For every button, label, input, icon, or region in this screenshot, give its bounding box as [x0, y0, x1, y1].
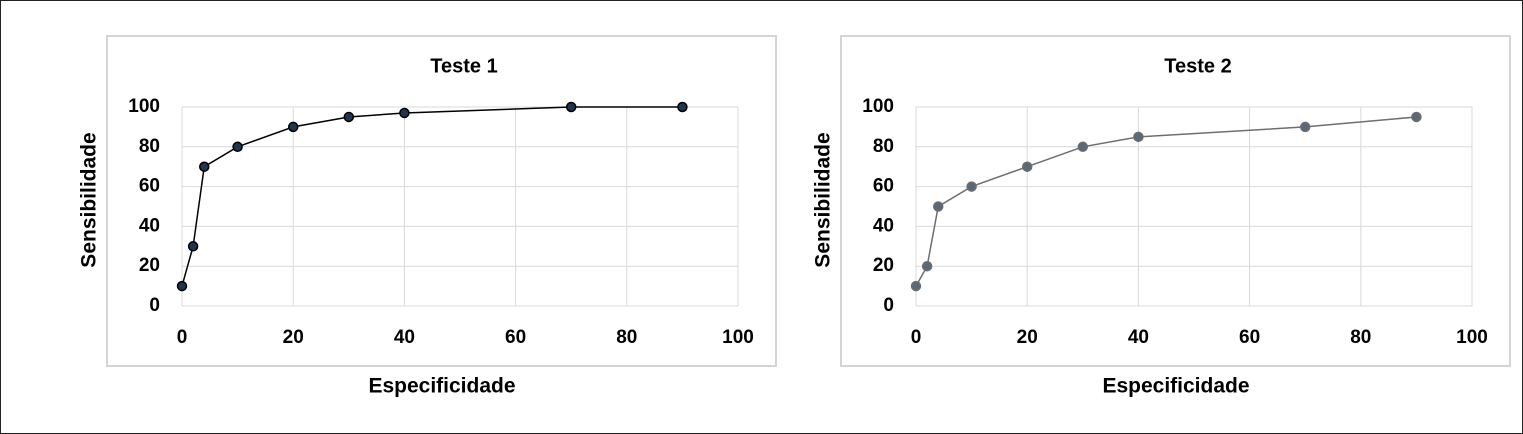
data-point	[565, 101, 577, 113]
x-tick-label: 20	[1017, 327, 1038, 348]
data-point	[677, 101, 688, 113]
y-axis-label: Sensibilidade	[78, 132, 101, 267]
x-tick-label: 100	[722, 327, 754, 348]
data-point	[399, 107, 410, 119]
x-tick-label: 0	[177, 327, 188, 348]
y-tick-label: 20	[139, 255, 160, 276]
y-tick-label: 60	[873, 176, 894, 197]
chart-title: Teste 2	[1164, 55, 1231, 77]
data-point	[1299, 121, 1311, 133]
data-point	[187, 241, 199, 252]
x-tick-label: 20	[283, 327, 304, 348]
y-tick-label: 80	[139, 136, 160, 157]
x-tick-label: 100	[1456, 327, 1488, 348]
chart-title: Teste 1	[430, 55, 497, 77]
data-point	[932, 201, 944, 212]
y-tick-label: 60	[139, 176, 160, 197]
y-tick-label: 0	[149, 295, 160, 316]
x-axis-label: Especificidade	[368, 375, 515, 398]
y-tick-label: 20	[873, 255, 894, 276]
data-point	[343, 111, 355, 123]
data-point	[232, 141, 243, 153]
chart: Teste 1 Especificidade Sensibilidade 0 20 40 6…	[78, 35, 777, 398]
chart: Teste 2 Especificidade Sensibilidade 0 20 40 6…	[812, 35, 1511, 398]
chart-frame	[106, 35, 777, 367]
y-tick-label: 100	[128, 96, 160, 117]
x-axis-label: Especificidade	[1102, 375, 1249, 398]
y-tick-label: 40	[139, 215, 160, 236]
data-point	[198, 161, 210, 172]
data-point	[910, 280, 922, 292]
data-point	[1077, 141, 1089, 153]
x-tick-label: 80	[1350, 327, 1371, 348]
x-tick-label: 80	[616, 327, 637, 348]
x-tick-label: 40	[394, 327, 415, 348]
data-point	[1021, 161, 1033, 172]
data-point	[966, 181, 977, 192]
y-axis-label: Sensibilidade	[812, 132, 835, 267]
x-tick-label: 60	[1239, 327, 1260, 348]
x-tick-label: 60	[505, 327, 526, 348]
x-tick-label: 40	[1128, 327, 1149, 348]
data-point	[287, 121, 299, 133]
x-tick-label: 0	[911, 327, 922, 348]
data-point	[1411, 111, 1422, 123]
y-tick-label: 0	[883, 295, 894, 316]
data-point	[176, 280, 188, 292]
y-tick-label: 100	[862, 96, 894, 117]
data-point	[921, 260, 933, 272]
y-tick-label: 80	[873, 136, 894, 157]
data-point	[1133, 131, 1144, 143]
chart-frame	[840, 35, 1511, 367]
y-tick-label: 40	[873, 215, 894, 236]
